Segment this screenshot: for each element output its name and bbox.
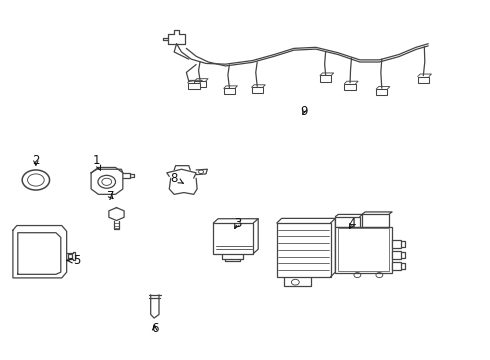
Bar [392,262,401,270]
Bar [392,251,401,259]
Bar [277,223,331,277]
Bar [344,84,356,90]
Bar [224,88,235,94]
Text: 2: 2 [32,154,40,167]
Bar [195,81,206,87]
Text: 4: 4 [349,216,356,230]
Text: 9: 9 [300,105,307,118]
Bar [335,226,392,273]
Bar [188,83,200,89]
Text: 3: 3 [234,216,242,230]
Bar [417,77,429,83]
Text: 1: 1 [92,154,100,170]
Bar [251,87,263,93]
Text: 8: 8 [171,172,183,185]
Bar [320,76,331,82]
Bar [213,223,253,253]
Text: 7: 7 [107,190,114,203]
Bar [338,228,389,271]
Bar [335,217,360,226]
Text: 5: 5 [67,254,80,267]
Text: 6: 6 [151,322,158,335]
Bar [362,214,389,226]
Bar [392,240,401,248]
Bar [376,89,388,95]
